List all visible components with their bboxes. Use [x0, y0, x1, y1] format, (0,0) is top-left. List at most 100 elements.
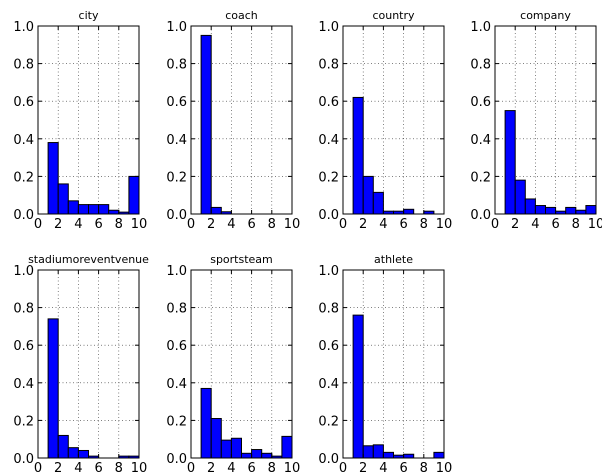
y-tick-label: 0.4	[318, 377, 339, 392]
x-tick-label: 2	[359, 217, 367, 232]
histogram-bar	[241, 452, 253, 459]
axes-frame	[37, 269, 140, 459]
x-tick-label: 8	[420, 217, 428, 232]
y-tick-label: 0.8	[166, 302, 187, 317]
histogram-bar	[57, 434, 69, 459]
y-tick-label: 0.0	[166, 208, 187, 223]
x-tick-label: 2	[207, 461, 215, 473]
y-tick-label: 1.0	[318, 20, 339, 35]
y-tick-label: 0.6	[166, 339, 187, 354]
histogram-bar	[210, 418, 222, 459]
x-tick-label: 4	[227, 461, 235, 473]
y-tick-label: 0.8	[318, 58, 339, 73]
x-tick-label: 8	[420, 461, 428, 473]
y-tick-label: 0.0	[166, 452, 187, 467]
subplot-title: sportsteam	[210, 253, 273, 266]
histogram-bar	[67, 200, 79, 215]
x-tick-label: 10	[284, 461, 301, 473]
y-tick-label: 0.6	[470, 95, 491, 110]
y-tick-label: 0.0	[13, 208, 34, 223]
y-tick-label: 1.0	[318, 264, 339, 279]
x-tick-label: 4	[379, 461, 387, 473]
axes-frame	[494, 25, 597, 215]
histogram-bar	[403, 453, 415, 459]
histogram-bar	[352, 96, 364, 215]
axes-frame	[342, 25, 445, 215]
histogram-bar	[372, 191, 384, 215]
y-tick-label: 0.0	[470, 208, 491, 223]
histogram-bar	[403, 208, 415, 215]
y-tick-label: 1.0	[13, 20, 34, 35]
y-tick-label: 1.0	[166, 264, 187, 279]
axes-frame	[190, 25, 293, 215]
y-tick-label: 0.6	[13, 95, 34, 110]
y-tick-label: 0.2	[318, 170, 339, 185]
x-tick-label: 2	[207, 217, 215, 232]
x-tick-label: 8	[572, 217, 580, 232]
subplot-title: city	[79, 9, 99, 22]
histogram-bar	[261, 452, 273, 459]
histogram-bar	[220, 439, 232, 459]
x-tick-label: 10	[588, 217, 602, 232]
x-tick-label: 4	[531, 217, 539, 232]
subplot-company: 0 2 4 6 8 10 0.0 0.2 0.4 0.6 0.8 1.0 company	[470, 9, 602, 232]
x-tick-label: 6	[247, 217, 255, 232]
histogram-bar	[362, 175, 374, 215]
x-tick-label: 6	[551, 217, 559, 232]
y-tick-label: 0.8	[13, 302, 34, 317]
y-tick-label: 0.4	[13, 377, 34, 392]
subplot-title: stadiumoreventvenue	[28, 253, 149, 266]
y-tick-label: 0.8	[166, 58, 187, 73]
x-tick-label: 6	[399, 217, 407, 232]
x-tick-label: 8	[115, 217, 123, 232]
x-tick-label: 0	[34, 461, 42, 473]
histogram-bar	[565, 206, 577, 215]
y-tick-label: 0.4	[166, 133, 187, 148]
x-tick-label: 10	[131, 461, 148, 473]
y-tick-label: 0.8	[318, 302, 339, 317]
y-tick-label: 0.2	[13, 414, 34, 429]
y-tick-label: 0.2	[318, 414, 339, 429]
y-tick-label: 0.6	[318, 95, 339, 110]
histogram-bar	[210, 206, 222, 215]
histogram-bar	[575, 209, 587, 215]
y-tick-label: 1.0	[13, 264, 34, 279]
y-tick-label: 0.0	[318, 452, 339, 467]
axes-frame	[37, 25, 140, 215]
x-tick-label: 0	[34, 217, 42, 232]
y-tick-label: 0.2	[13, 170, 34, 185]
x-tick-label: 2	[54, 217, 62, 232]
histogram-bar	[200, 34, 212, 215]
y-tick-label: 0.6	[318, 339, 339, 354]
histogram-bar	[352, 314, 364, 459]
axes-frame	[190, 269, 293, 459]
histogram-bar	[372, 444, 384, 459]
histogram-bar	[67, 447, 79, 459]
x-tick-label: 8	[115, 461, 123, 473]
subplot-title: coach	[225, 9, 258, 22]
y-tick-label: 1.0	[470, 20, 491, 35]
subplot-sportsteam: 0 2 4 6 8 10 0.0 0.2 0.4 0.6 0.8 1.0 sportsteam	[166, 253, 300, 473]
histogram-bar	[230, 437, 242, 459]
y-tick-label: 0.0	[318, 208, 339, 223]
x-tick-label: 4	[379, 217, 387, 232]
subplot-title: athlete	[374, 253, 413, 266]
histogram-bar	[47, 142, 59, 215]
subplot-country: 0 2 4 6 8 10 0.0 0.2 0.4 0.6 0.8 1.0 country	[318, 9, 452, 232]
subplot-title: country	[372, 9, 415, 22]
histogram-bar	[77, 449, 90, 459]
y-tick-label: 0.4	[13, 133, 34, 148]
x-tick-label: 4	[74, 461, 82, 473]
x-tick-label: 0	[339, 217, 347, 232]
subplot-stadiumoreventvenue: 0 2 4 6 8 10 0.0 0.2 0.4 0.6 0.8 1.0stadiumoreventv…	[13, 253, 149, 473]
x-tick-label: 10	[436, 461, 453, 473]
x-tick-label: 8	[268, 461, 276, 473]
histogram-bar	[98, 204, 110, 215]
x-tick-label: 4	[74, 217, 82, 232]
histogram-bar	[200, 387, 212, 459]
x-tick-label: 6	[94, 461, 102, 473]
histogram-bar	[88, 204, 100, 215]
subplot-city: 0 2 4 6 8 10 0.0 0.2 0.4 0.6 0.8 1.0 city	[13, 9, 147, 232]
x-tick-label: 0	[491, 217, 499, 232]
